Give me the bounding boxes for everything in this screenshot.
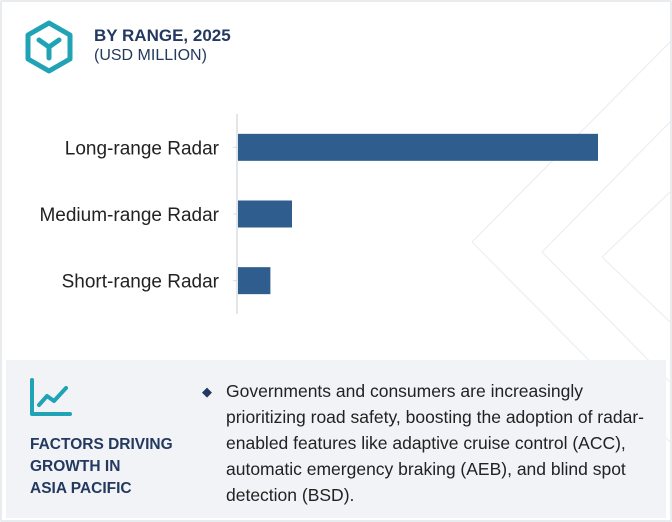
bar [238, 133, 598, 161]
category-label: Long-range Radar [65, 138, 220, 159]
factor-description: Governments and consumers are increasing… [226, 381, 644, 505]
factors-heading-line: ASIA PACIFIC [30, 480, 132, 497]
factors-heading: FACTORS DRIVING GROWTH IN ASIA PACIFIC [30, 434, 200, 500]
bar [238, 200, 292, 228]
chart-subtitle: (USD MILLION) [94, 47, 207, 64]
bar [238, 267, 271, 295]
chart-title: BY RANGE, 2025 [94, 26, 231, 45]
factors-heading-line: GROWTH IN [30, 458, 121, 475]
category-label: Medium-range Radar [39, 205, 219, 226]
factors-heading-line: FACTORS DRIVING [30, 436, 173, 453]
hexagon-logo-icon [25, 20, 73, 74]
factors-panel: FACTORS DRIVING GROWTH IN ASIA PACIFIC ◆… [6, 360, 666, 518]
category-label: Short-range Radar [62, 272, 220, 293]
diamond-bullet-icon: ◆ [202, 384, 212, 399]
bar-chart: Long-range Radar Medium-range Radar Short-… [39, 114, 598, 314]
trend-chart-icon [30, 378, 72, 416]
